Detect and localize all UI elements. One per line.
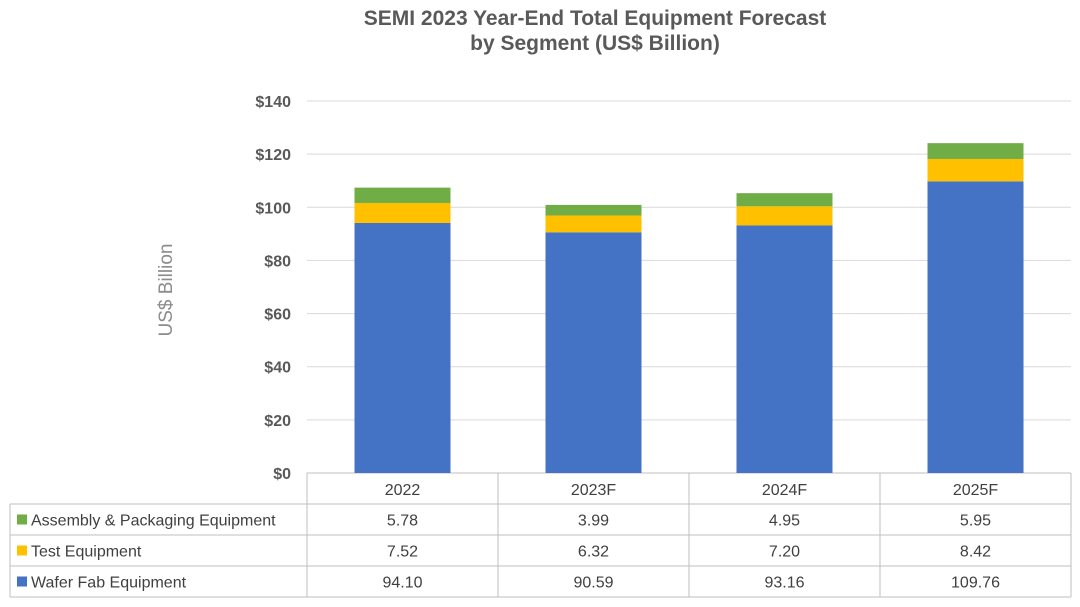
- chart-title-line-1: SEMI 2023 Year-End Total Equipment Forec…: [363, 7, 827, 30]
- bar-segment: [545, 215, 642, 233]
- legend-swatch: [17, 576, 27, 587]
- y-tick-label: $60: [264, 307, 291, 324]
- data-label: 7.20: [769, 544, 800, 561]
- y-tick-label: $120: [255, 147, 291, 164]
- x-tick-label: 2023F: [571, 482, 617, 499]
- y-tick-label: $40: [264, 360, 291, 377]
- bar-segment: [736, 225, 833, 473]
- bar-segment: [354, 202, 451, 223]
- data-label: 109.76: [951, 575, 1000, 592]
- legend-label: Wafer Fab Equipment: [31, 575, 187, 592]
- data-label: 94.10: [382, 575, 422, 592]
- legend-label: Assembly & Packaging Equipment: [31, 513, 276, 530]
- x-tick-label: 2024F: [762, 482, 808, 499]
- data-label: 5.95: [960, 513, 991, 530]
- y-tick-label: $140: [255, 94, 291, 111]
- legend-label: Test Equipment: [31, 544, 142, 561]
- x-tick-label: 2022: [385, 482, 421, 499]
- data-label: 90.59: [573, 575, 613, 592]
- data-table: 2022 2023F 2024F 2025F Assembly & Packaging …: [9, 473, 1072, 598]
- data-label: 6.32: [578, 544, 609, 561]
- chart-title-line-2: by Segment (US$ Billion): [470, 32, 720, 55]
- bar-segment: [927, 143, 1024, 159]
- bar-segment: [736, 193, 833, 207]
- y-axis-label: US$ Billion: [156, 244, 177, 337]
- x-tick-label: 2025F: [953, 482, 999, 499]
- y-tick-label: $0: [273, 466, 291, 483]
- bar-segment: [927, 158, 1024, 182]
- data-label: 4.95: [769, 513, 800, 530]
- bars: [354, 143, 1024, 474]
- chart-title: SEMI 2023 Year-End Total Equipment Forec…: [0, 6, 1080, 56]
- data-label: 3.99: [578, 513, 609, 530]
- data-label: 93.16: [764, 575, 804, 592]
- y-tick-label: $20: [264, 413, 291, 430]
- data-label: 7.52: [387, 544, 418, 561]
- y-tick-label: $80: [264, 253, 291, 270]
- bar-segment: [354, 187, 451, 203]
- bar-segment: [545, 232, 642, 473]
- data-label: 8.42: [960, 544, 991, 561]
- y-tick-label: $100: [255, 200, 291, 217]
- bar-segment: [736, 206, 833, 226]
- legend-swatch: [17, 514, 27, 525]
- data-label: 5.78: [387, 513, 418, 530]
- legend-swatch: [17, 545, 27, 556]
- bar-segment: [927, 181, 1024, 474]
- bar-segment: [354, 222, 451, 473]
- bar-segment: [545, 204, 642, 216]
